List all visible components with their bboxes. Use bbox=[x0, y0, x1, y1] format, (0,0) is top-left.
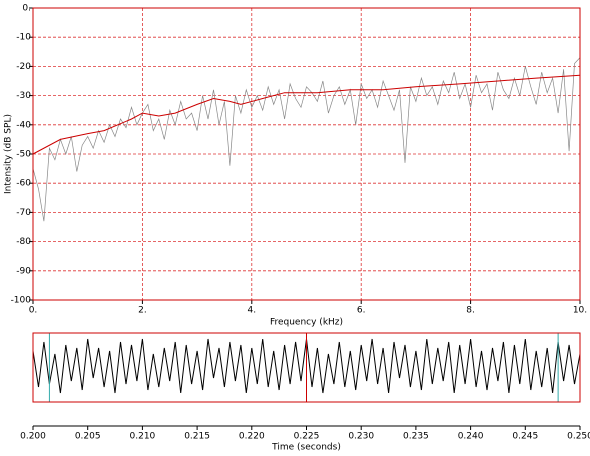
y-tick-label: -50 bbox=[16, 150, 31, 160]
x-tick-label: 0.235 bbox=[403, 432, 429, 442]
x-tick-label: 0.210 bbox=[130, 432, 156, 442]
x-tick-label: 6. bbox=[357, 306, 366, 316]
y-tick-label: -30 bbox=[16, 91, 31, 101]
y-tick-label: 0. bbox=[22, 4, 31, 14]
y-axis-label: Intensity (dB SPL) bbox=[4, 114, 14, 194]
x-tick-label: 0. bbox=[29, 306, 38, 316]
x-tick-label: 0.215 bbox=[184, 432, 210, 442]
y-tick-label: -20 bbox=[16, 62, 31, 72]
plot-frame bbox=[32, 7, 581, 301]
x-tick-label: 2. bbox=[138, 306, 147, 316]
y-tick-label: -100 bbox=[11, 296, 32, 306]
x-tick-label: 0.245 bbox=[512, 432, 538, 442]
data-line bbox=[32, 74, 581, 155]
y-tick-label: -70 bbox=[16, 208, 31, 218]
plot-frame bbox=[32, 332, 581, 403]
x-tick-label: 4. bbox=[248, 306, 257, 316]
data-line bbox=[32, 57, 581, 222]
y-tick-label: -40 bbox=[16, 120, 31, 130]
x-tick-label: 0.230 bbox=[348, 432, 374, 442]
y-tick-label: -60 bbox=[16, 179, 31, 189]
x-axis-label: Time (seconds) bbox=[271, 443, 341, 453]
x-tick-label: 0.240 bbox=[458, 432, 484, 442]
x-tick-label: 0.225 bbox=[294, 432, 320, 442]
x-tick-label: 8. bbox=[466, 306, 475, 316]
y-tick-label: -80 bbox=[16, 237, 31, 247]
x-tick-label: 0.200 bbox=[20, 432, 46, 442]
x-axis-label: Frequency (kHz) bbox=[270, 318, 343, 328]
y-tick-label: -10 bbox=[16, 33, 31, 43]
x-tick-label: 0.205 bbox=[75, 432, 101, 442]
x-tick-label: 10. bbox=[573, 306, 587, 316]
x-tick-label: 0.220 bbox=[239, 432, 265, 442]
x-tick-label: 0.250 bbox=[567, 432, 590, 442]
y-tick-label: -90 bbox=[16, 266, 31, 276]
